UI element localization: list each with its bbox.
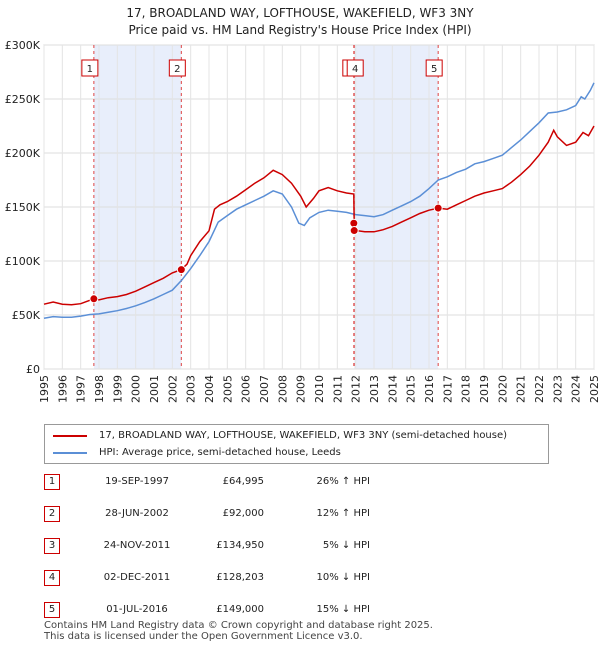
sale-number-badge: 5 — [44, 602, 60, 618]
chart-legend: 17, BROADLAND WAY, LOFTHOUSE, WAKEFIELD,… — [44, 424, 549, 464]
x-tick-label: 2002 — [166, 375, 179, 403]
x-tick-label: 2020 — [496, 375, 509, 403]
sale-hpi-change: 26% ↑ HPI — [316, 476, 370, 487]
x-tick-label: 2017 — [441, 375, 454, 403]
sale-hpi-change: 15% ↓ HPI — [316, 604, 370, 615]
legend-label-hpi: HPI: Average price, semi-detached house,… — [99, 447, 341, 458]
sale-number-box-label: 4 — [352, 64, 358, 75]
x-tick-label: 2014 — [386, 375, 399, 403]
sale-number-badge: 4 — [44, 570, 60, 586]
legend-label-property: 17, BROADLAND WAY, LOFTHOUSE, WAKEFIELD,… — [99, 430, 508, 441]
sale-hpi-change: 10% ↓ HPI — [316, 572, 370, 583]
y-tick-label: £250K — [5, 93, 41, 106]
chart-title: 17, BROADLAND WAY, LOFTHOUSE, WAKEFIELD,… — [0, 5, 600, 39]
x-tick-label: 2010 — [313, 375, 326, 403]
sale-row: 1 19-SEP-1997 £64,995 26% ↑ HPI — [44, 472, 544, 492]
sale-date: 02-DEC-2011 — [103, 572, 171, 583]
sale-price: £128,203 — [216, 572, 264, 583]
sale-number-box: 1 — [81, 59, 99, 77]
sale-number-box: 5 — [425, 59, 443, 77]
sale-hpi-change: 5% ↓ HPI — [322, 540, 370, 551]
sale-number-box-frame — [168, 59, 186, 77]
sale-number-box: 4 — [346, 59, 364, 77]
legend-swatch-property — [53, 435, 87, 437]
sale-number-badge: 2 — [44, 506, 60, 522]
title-line-1: 17, BROADLAND WAY, LOFTHOUSE, WAKEFIELD,… — [126, 6, 474, 20]
sale-row: 5 01-JUL-2016 £149,000 15% ↓ HPI — [44, 600, 544, 620]
x-tick-label: 2004 — [203, 375, 216, 403]
footer-line-2: This data is licensed under the Open Gov… — [44, 631, 363, 642]
sale-hpi-change: 12% ↑ HPI — [316, 508, 370, 519]
y-tick-label: £0 — [26, 363, 40, 376]
x-tick-label: 2003 — [185, 375, 198, 403]
x-tick-label: 2018 — [460, 375, 473, 403]
legend-swatch-hpi — [53, 452, 87, 454]
x-tick-label: 1999 — [111, 375, 124, 403]
series-line — [43, 125, 595, 306]
sale-date: 28-JUN-2002 — [105, 508, 169, 519]
y-tick-label: £200K — [5, 147, 41, 160]
x-tick-label: 2005 — [221, 375, 234, 403]
sale-point — [349, 226, 359, 236]
title-line-2: Price paid vs. HM Land Registry's House … — [128, 23, 472, 37]
x-tick-label: 2019 — [478, 375, 491, 403]
footer-line-1: Contains HM Land Registry data © Crown c… — [44, 620, 433, 631]
attribution-footer: Contains HM Land Registry data © Crown c… — [44, 620, 433, 642]
sale-price: £64,995 — [222, 476, 264, 487]
y-tick-label: £100K — [5, 255, 41, 268]
sale-number-box-label: 5 — [431, 64, 437, 75]
x-tick-label: 2023 — [551, 375, 564, 403]
sale-number-box: 2 — [168, 59, 186, 77]
sale-point — [349, 218, 359, 228]
sale-number-box-label: 1 — [87, 64, 93, 75]
x-tick-label: 2025 — [588, 375, 600, 403]
sale-number-box-frame — [346, 59, 364, 77]
sale-number-box-frame — [425, 59, 443, 77]
sale-row: 4 02-DEC-2011 £128,203 10% ↓ HPI — [44, 568, 544, 588]
x-tick-label: 1995 — [38, 375, 51, 403]
sale-price: £149,000 — [216, 604, 264, 615]
sale-number-badge: 1 — [44, 474, 60, 490]
sale-date: 24-NOV-2011 — [103, 540, 171, 551]
x-tick-label: 2021 — [515, 375, 528, 403]
x-tick-label: 2012 — [350, 375, 363, 403]
sale-row: 3 24-NOV-2011 £134,950 5% ↓ HPI — [44, 536, 544, 556]
x-tick-label: 2008 — [276, 375, 289, 403]
x-tick-label: 2015 — [405, 375, 418, 403]
sale-price: £134,950 — [216, 540, 264, 551]
x-tick-label: 2001 — [148, 375, 161, 403]
x-tick-label: 2016 — [423, 375, 436, 403]
y-tick-label: £50K — [12, 309, 41, 322]
x-tick-label: 2011 — [331, 375, 344, 403]
sale-number-badge: 3 — [44, 538, 60, 554]
price-chart: £0 £50K £100K £150K £200K £250K £300K 1995 1996 1… — [5, 39, 600, 403]
sale-number-box-label: 2 — [174, 64, 180, 75]
series-line — [43, 82, 595, 319]
x-tick-label: 2000 — [130, 375, 143, 403]
y-tick-label: £150K — [5, 201, 41, 214]
x-tick-label: 2024 — [570, 375, 583, 403]
x-tick-label: 1996 — [56, 375, 69, 403]
sale-row: 2 28-JUN-2002 £92,000 12% ↑ HPI — [44, 504, 544, 524]
sale-point — [433, 203, 443, 213]
sale-number-box-frame — [81, 59, 99, 77]
sale-date: 01-JUL-2016 — [106, 604, 168, 615]
x-tick-label: 2007 — [258, 375, 271, 403]
x-tick-label: 1997 — [75, 375, 88, 403]
sale-date: 19-SEP-1997 — [105, 476, 169, 487]
x-tick-label: 2006 — [240, 375, 253, 403]
sale-point — [176, 265, 186, 275]
x-tick-label: 2013 — [368, 375, 381, 403]
x-tick-label: 2009 — [295, 375, 308, 403]
sale-price: £92,000 — [222, 508, 264, 519]
x-tick-label: 1998 — [93, 375, 106, 403]
sale-point — [89, 294, 99, 304]
y-tick-label: £300K — [5, 39, 41, 52]
x-tick-label: 2022 — [533, 375, 546, 403]
